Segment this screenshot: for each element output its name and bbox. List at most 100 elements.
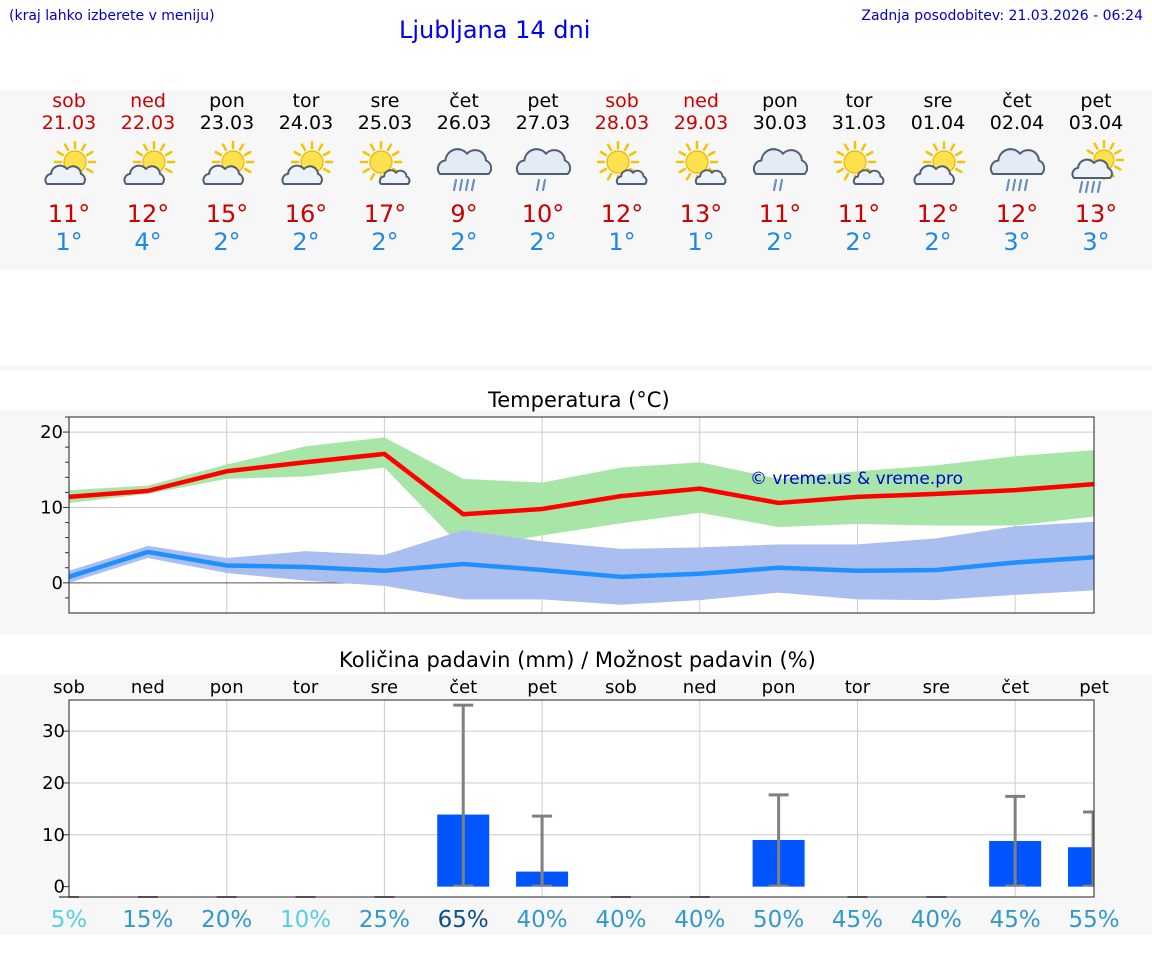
day-date: 28.03 [594,112,650,134]
min-temp: 3° [1082,228,1110,256]
forecast-strip: sob 21.03 11° 1° ned 22.03 12° 4° pon 23.03 15° 2° t… [0,90,1152,270]
day-date: 30.03 [752,112,808,134]
temp-y-tick-label: 0 [52,573,63,594]
day-date: 02.04 [989,112,1045,134]
rain-cloud-light-icon [515,148,571,192]
min-temp: 2° [213,228,241,256]
precip-y-tick-label: 10 [42,825,65,846]
day-date: 21.03 [41,112,97,134]
day-name: tor [845,90,873,112]
day-name: sre [923,90,953,112]
rain-cloud-icon [436,148,492,192]
day-date: 29.03 [673,112,729,134]
temp-y-tick-label: 20 [40,422,63,443]
precip-bar [1068,847,1094,887]
precip-probability: 40% [674,907,725,933]
precip-day-label: sob [53,677,85,698]
precip-day-label: ned [683,677,717,698]
rain-cloud-light-icon [752,148,808,192]
precip-day-label: pet [1079,677,1109,698]
precip-probability: 45% [832,907,883,933]
day-name: tor [292,90,320,112]
min-temp: 2° [845,228,873,256]
day-name: sob [52,90,86,112]
precip-y-tick-label: 30 [42,721,65,742]
sun-small-cloud-icon [359,140,411,185]
max-temp: 16° [284,200,328,228]
precip-day-label: tor [293,677,319,698]
max-temp: 12° [995,200,1039,228]
day-date: 27.03 [515,112,571,134]
min-temp: 2° [529,228,557,256]
day-name: sob [605,90,639,112]
precip-day-label: sre [371,677,398,698]
precip-probability: 45% [990,907,1041,933]
precip-probability: 5% [51,907,88,933]
min-temp: 1° [608,228,636,256]
day-date: 01.04 [910,112,966,134]
precip-probability: 15% [122,907,173,933]
day-name: pon [762,90,798,112]
max-temp: 13° [679,200,723,228]
max-range-band [69,437,1094,549]
sun-small-cloud-icon [596,140,648,185]
min-range-band [69,521,1094,605]
precipitation-chart-title: Količina padavin (mm) / Možnost padavin … [339,648,816,672]
day-date: 24.03 [278,112,334,134]
last-update: Zadnja posodobitev: 21.03.2026 - 06:24 [861,8,1143,24]
min-temp: 1° [55,228,83,256]
day-date: 03.04 [1068,112,1124,134]
precip-y-tick-label: 20 [42,773,65,794]
sun-cloud-icon [44,140,97,185]
day-date: 22.03 [120,112,176,134]
max-temp: 11° [837,200,881,228]
precip-probability: 40% [595,907,646,933]
max-temp: 11° [47,200,91,228]
precip-probability: 50% [753,907,804,933]
precip-probability: 10% [280,907,331,933]
precip-day-label: čet [449,677,477,698]
day-name: sre [370,90,400,112]
sun-rain-cloud-icon [1071,140,1124,194]
precip-plot-area [69,700,1094,897]
precip-plot-frame [68,699,1095,898]
precip-probability: 55% [1068,907,1119,933]
max-temp: 10° [521,200,565,228]
precip-day-label: ned [131,677,165,698]
min-temp: 1° [687,228,715,256]
temp-y-tick-label: 10 [40,497,63,518]
temp-plot-frame [68,416,1095,614]
day-name: ned [683,90,719,112]
min-temp: 2° [292,228,320,256]
sun-cloud-icon [123,140,176,185]
precip-day-label: sob [605,677,637,698]
sun-cloud-icon [913,140,966,185]
watermark-text: © vreme.us & vreme.pro [750,469,963,489]
min-temp: 4° [134,228,162,256]
precip-day-label: pon [762,677,796,698]
menu-note: (kraj lahko izberete v meniju) [9,8,215,24]
day-date: 23.03 [199,112,255,134]
max-temp: 12° [126,200,170,228]
day-name: ned [130,90,166,112]
precip-day-label: čet [1001,677,1029,698]
precip-y-tick-label: 0 [54,877,65,898]
temperature-chart-title: Temperatura (°C) [488,388,670,412]
min-temp: 2° [766,228,794,256]
max-temp: 11° [758,200,802,228]
day-date: 25.03 [357,112,413,134]
precip-probability: 20% [201,907,252,933]
separator-band [0,365,1152,371]
sun-small-cloud-icon [833,140,885,185]
max-temp-line [68,451,1095,517]
max-temp: 9° [450,200,478,228]
day-name: pon [209,90,245,112]
max-temp: 12° [916,200,960,228]
min-temp: 2° [371,228,399,256]
min-temp: 2° [450,228,478,256]
day-name: pet [1080,90,1112,112]
rain-cloud-icon [989,148,1045,192]
day-date: 31.03 [831,112,887,134]
precip-probability: 40% [517,907,568,933]
